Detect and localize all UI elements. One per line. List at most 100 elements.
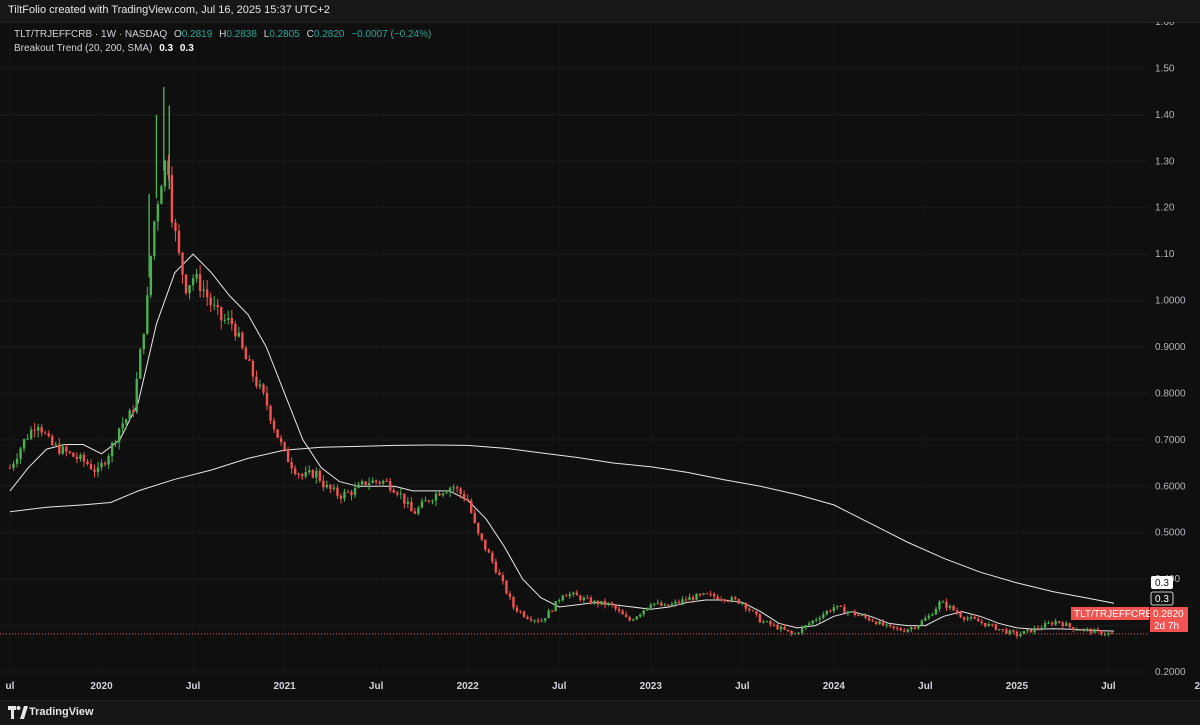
candle (1075, 627, 1078, 631)
candle (1079, 629, 1082, 631)
symbol-label: TLT/TRJEFFCRB (1074, 609, 1152, 620)
candle (438, 491, 441, 496)
candle (255, 370, 258, 389)
candle (1065, 620, 1068, 627)
credit-text: TiltFolio created with TradingView.com, … (8, 4, 330, 16)
candle (579, 594, 582, 602)
candle (227, 310, 230, 325)
candle (462, 490, 466, 502)
price-chart[interactable]: 0.20000.3000.4000.50000.60000.70000.8000… (0, 22, 1200, 700)
legend-indicator-value-1: 0.3 (159, 43, 174, 54)
candle (515, 604, 519, 614)
candle (973, 614, 976, 620)
candle (938, 600, 941, 613)
legend-symbol-row: TLT/TRJEFFCRB · 1W · NASDAQ O0.2819 H0.2… (14, 28, 431, 42)
candle (156, 200, 160, 231)
candle (635, 616, 638, 621)
candle (617, 606, 621, 614)
candle (945, 598, 948, 611)
candle (290, 457, 293, 474)
legend-high-label: H (219, 29, 227, 40)
last-price-label-box (1150, 607, 1188, 632)
candle (286, 446, 290, 463)
y-tick-label: 0.7000 (1155, 435, 1186, 446)
candle (734, 596, 737, 601)
candle (980, 618, 983, 625)
chart-grid (0, 22, 1148, 673)
candle (466, 494, 469, 502)
candle (864, 613, 867, 620)
candle (26, 433, 29, 441)
candle (952, 605, 955, 612)
candle (596, 599, 600, 608)
candle (177, 224, 181, 256)
candle (132, 405, 135, 418)
candle (269, 404, 272, 425)
y-tick-label: 0.2000 (1155, 667, 1186, 678)
candle (198, 264, 202, 298)
candle (22, 438, 26, 453)
candle (547, 608, 550, 619)
candle (79, 452, 82, 462)
candle (1082, 628, 1086, 633)
candle (1040, 625, 1043, 631)
candle (572, 591, 575, 598)
candle (86, 458, 89, 466)
candle (670, 601, 674, 607)
candle (431, 499, 434, 505)
candle (1061, 620, 1064, 629)
candle (748, 607, 751, 613)
candle (649, 602, 652, 609)
candle (315, 467, 318, 484)
candle (135, 371, 138, 414)
candle (610, 601, 614, 608)
candle (822, 611, 825, 620)
candle (1008, 629, 1012, 636)
legend-indicator[interactable]: Breakout Trend (20, 200, SMA) (14, 43, 153, 54)
candle (871, 618, 874, 623)
candle (934, 606, 938, 615)
candle (614, 603, 617, 612)
y-tick-label: 0.5000 (1155, 528, 1186, 539)
x-tick-label: 2021 (273, 681, 296, 692)
candle (265, 385, 269, 411)
candle (417, 505, 420, 516)
candle (984, 622, 987, 628)
candle (223, 313, 226, 324)
candle (779, 625, 783, 633)
candle (47, 430, 50, 438)
candle (550, 609, 554, 613)
candle (68, 450, 72, 455)
candle (959, 610, 962, 619)
candle (843, 604, 846, 614)
candle (804, 624, 807, 631)
candle (427, 499, 431, 504)
y-tick-label: 1.60 (1155, 22, 1175, 28)
candle (297, 472, 300, 479)
x-tick-label: 2023 (640, 681, 663, 692)
symbol-label-box (1071, 607, 1149, 620)
x-tick-label: 2022 (457, 681, 480, 692)
candle (695, 593, 698, 600)
tradingview-logo-icon (8, 706, 28, 719)
x-axis[interactable]: ul 2020 Jul 2021 Jul 2022 Jul 2023 Jul 2024 Jul 202… (6, 681, 1200, 692)
candle (216, 298, 219, 315)
x-tick-label: Jul (369, 681, 384, 692)
candle (322, 475, 325, 491)
candle (639, 613, 642, 619)
candle (832, 604, 836, 614)
candle (188, 284, 191, 300)
candle (853, 609, 857, 617)
candle (29, 426, 33, 440)
candle (371, 477, 374, 484)
last-price-label: 0.2820 (1153, 609, 1184, 620)
candle (512, 595, 515, 611)
candle (230, 309, 234, 331)
candle (103, 461, 107, 467)
candle (667, 604, 670, 607)
candle (846, 610, 850, 617)
candle (751, 609, 755, 612)
candle (758, 612, 762, 623)
candle (776, 622, 779, 631)
legend-indicator-row[interactable]: Breakout Trend (20, 200, SMA) 0.3 0.3 (14, 42, 431, 56)
